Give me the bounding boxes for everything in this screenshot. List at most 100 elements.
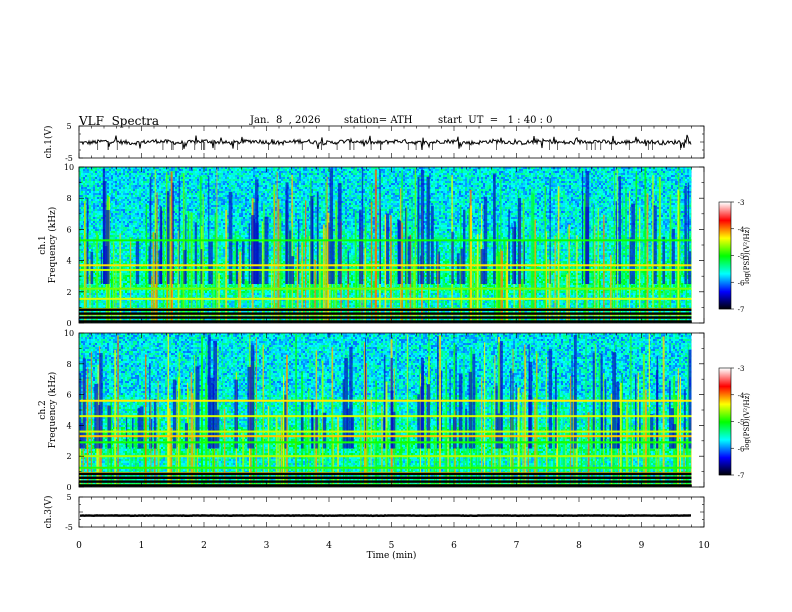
ch2-spectrogram-band — [79, 467, 692, 469]
ch1-spectrogram-gap — [481, 249, 485, 284]
ch1-spectrogram-gap — [208, 176, 209, 284]
ch2-spectrogram-sferic — [476, 378, 478, 487]
ch1-spectrogram-band-dark — [79, 316, 692, 318]
ch1-spectrogram-sferic — [532, 193, 534, 323]
ch2-spectrogram-band-dark — [79, 473, 692, 475]
ch1-spectrogram-sferic — [558, 186, 560, 323]
ch1-spectrogram-gap — [457, 253, 460, 284]
ch2-spectrogram-sferic — [337, 417, 339, 487]
ch2-spectrogram-gap — [151, 419, 152, 449]
ch2-spectrogram-sferic — [269, 370, 271, 487]
ch2-spectrogram-gap — [83, 358, 86, 448]
ch2-spectrogram-ytick-label: 8 — [66, 360, 71, 369]
x-axis-label: Time (min) — [367, 550, 417, 561]
ch1-spectrogram-sferic — [188, 211, 189, 323]
ch2-spectrogram-sferic — [620, 383, 622, 487]
ch2-spectrogram-sferic — [222, 340, 223, 487]
ch1-spectrogram-gap — [209, 242, 213, 284]
ch2-spectrogram-channel-label: ch.2 — [38, 400, 48, 419]
ch2-spectrogram-gap — [512, 373, 513, 448]
ch1-spectrogram-gap — [312, 199, 313, 284]
ch2-spectrogram-band — [79, 431, 692, 433]
ch2-spectrogram-sferic — [407, 334, 408, 487]
ch1-spectrogram-gap — [101, 250, 102, 284]
ch2-spectrogram-gap — [635, 375, 636, 449]
ch2-spectrogram-gap — [154, 399, 156, 449]
ch1-spectrogram-sferic — [278, 199, 279, 323]
ch1-spectrogram-gap — [405, 208, 406, 284]
ch2-spectrogram-ytick-label: 10 — [64, 329, 74, 338]
ch1-spectrogram-band-dark — [79, 309, 692, 311]
ch2-spectrogram-band — [79, 415, 692, 417]
ch2-spectrogram-ylabel: Frequency (kHz) — [47, 372, 58, 449]
ch2-spectrogram-sferic — [518, 388, 520, 487]
ch1-spectrogram-gap — [183, 250, 186, 284]
ch2-spectrogram-colorbar-tick-label: -3 — [738, 365, 745, 373]
ch1-spectrogram-gap — [431, 206, 434, 284]
ch2-spectrogram-sferic — [374, 413, 375, 487]
ch1-spectrogram-sferic — [263, 203, 264, 323]
ch2-spectrogram-sferic — [547, 437, 548, 487]
ch1-spectrogram-band — [79, 298, 692, 300]
ch1-spectrogram-sferic — [545, 186, 546, 323]
ch2-spectrogram-sferic — [375, 381, 377, 487]
ch2-spectrogram-sferic — [484, 342, 485, 487]
ch1-spectrogram-gap — [195, 222, 197, 284]
ch2-spectrogram-sferic — [135, 415, 136, 487]
ch2-spectrogram-sferic — [663, 336, 665, 487]
ch2-spectrogram-sferic — [591, 412, 592, 487]
ch1-spectrogram-gap — [463, 210, 465, 284]
ch1-waveform-ytick-label: -5 — [65, 154, 73, 163]
ch1-spectrogram-ytick-label: 10 — [64, 163, 74, 172]
ch2-spectrogram-sferic — [436, 373, 437, 487]
ch1-spectrogram-sferic — [335, 200, 336, 323]
x-tick-label: 4 — [326, 541, 332, 551]
x-tick-label: 7 — [514, 541, 520, 551]
ch1-spectrogram-band — [79, 269, 692, 271]
ch2-spectrogram-gap — [344, 358, 348, 449]
x-tick-label: 9 — [639, 541, 645, 551]
ch1-spectrogram-sferic — [670, 194, 672, 323]
ch2-spectrogram-colorbar-tick-label: -7 — [738, 472, 745, 480]
ch1-spectrogram-gap — [264, 217, 268, 284]
ch1-spectrogram-sferic — [534, 220, 536, 323]
ch2-spectrogram-gap — [173, 380, 176, 449]
ch1-spectrogram-gap — [631, 204, 635, 284]
x-tick-label: 8 — [576, 541, 582, 551]
ch2-spectrogram-sferic — [281, 415, 283, 487]
ch1-spectrogram-gap — [523, 240, 525, 284]
ch1-spectrogram-gap — [236, 241, 238, 284]
ch1-spectrogram-gap — [438, 251, 440, 284]
ch3-waveform-ytick-label: 5 — [66, 493, 71, 502]
ch2-spectrogram-gap — [284, 395, 286, 449]
x-tick-label: 1 — [139, 541, 145, 551]
ch1-spectrogram-sferic — [215, 213, 216, 323]
ch1-spectrogram-colorbar-label: log(PSD)(V²/Hz) — [743, 227, 751, 284]
ch1-spectrogram-gap — [90, 252, 93, 284]
ch1-spectrogram-gap — [200, 249, 202, 284]
ch1-spectrogram-sferic — [385, 215, 387, 323]
ch2-spectrogram-gap — [234, 380, 238, 449]
ch1-spectrogram-ytick-label: 2 — [66, 288, 71, 297]
ch2-spectrogram-ytick-label: 4 — [66, 421, 71, 430]
ch1-spectrogram-sferic — [364, 248, 365, 323]
ch2-spectrogram-gap — [549, 349, 552, 448]
ch1-spectrogram-sferic — [614, 171, 615, 323]
ch2-spectrogram-band-dark — [79, 480, 692, 482]
ch2-spectrogram-band — [79, 441, 692, 443]
ch1-spectrogram-gap — [160, 206, 162, 284]
ch1-spectrogram-sferic — [636, 171, 638, 323]
ch2-spectrogram-sferic — [91, 352, 92, 487]
ch2-spectrogram-sferic — [400, 438, 402, 487]
ch2-spectrogram-sferic — [396, 336, 397, 487]
ch1-spectrogram-gap — [688, 183, 689, 284]
ch2-spectrogram-gap — [251, 345, 254, 448]
ch2-spectrogram-sferic — [308, 388, 309, 487]
ch1-spectrogram-gap — [179, 176, 180, 284]
ch1-spectrogram-sferic — [401, 223, 403, 323]
ch2-spectrogram-sferic — [439, 335, 441, 487]
ch1-spectrogram-sferic — [625, 188, 627, 323]
ch1-spectrogram-sferic — [202, 194, 203, 323]
ch1-spectrogram-gap — [629, 237, 631, 284]
ch3-waveform-ytick-label: -5 — [65, 523, 73, 532]
